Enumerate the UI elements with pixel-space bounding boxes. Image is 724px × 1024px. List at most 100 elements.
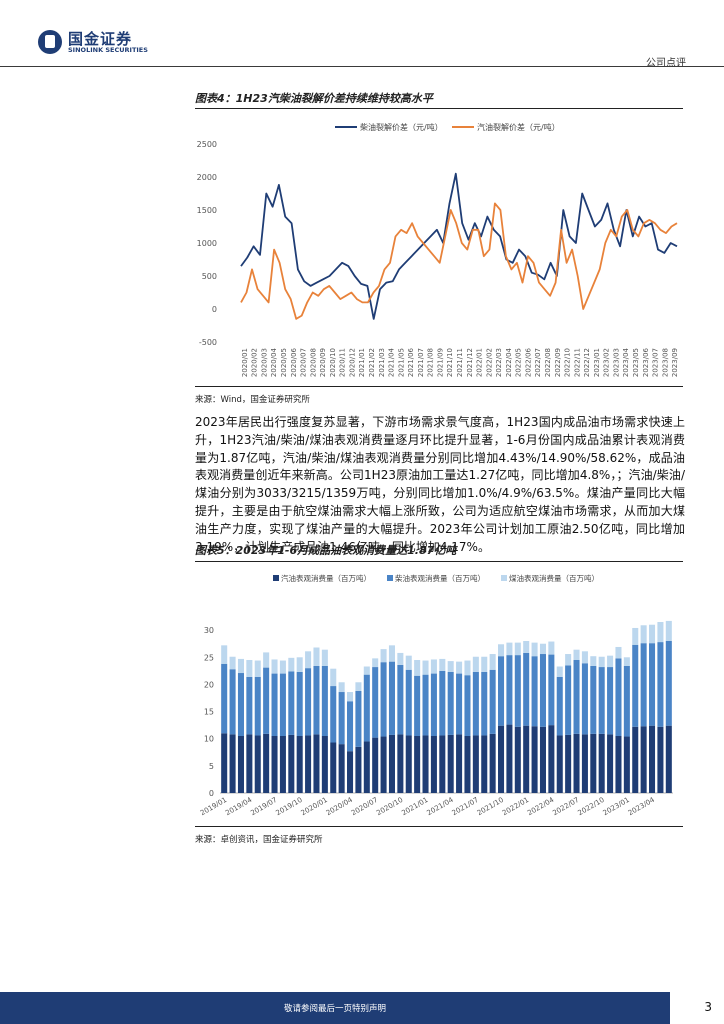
bar-segment [581, 734, 588, 793]
x-tick-label: 2019/10 [274, 796, 303, 817]
bar-segment [263, 667, 270, 734]
bar-segment [221, 663, 228, 734]
bar-segment [405, 669, 412, 736]
bar-segment [271, 673, 278, 736]
bar-segment [657, 622, 664, 643]
bar-segment [665, 620, 672, 641]
x-tick-label: 2023/04 [627, 796, 657, 818]
bar-segment [305, 668, 312, 736]
bar-segment [472, 671, 479, 736]
y-tick-label: 1000 [197, 239, 217, 248]
bar-segment [380, 649, 387, 663]
bar-segment [447, 661, 454, 672]
bar-segment [623, 657, 630, 666]
x-tick-label: 2020/03 [260, 348, 268, 377]
bar-segment [590, 733, 597, 793]
x-tick-label: 2020/02 [251, 348, 259, 377]
x-tick-label: 2022/03 [495, 348, 503, 377]
fuel-consumption-stacked-bar-chart: 汽油表观消费量（百万吨） 柴油表观消费量（百万吨） 煤油表观消费量（百万吨） 0 5 1… [199, 573, 673, 818]
bar-segment [472, 735, 479, 793]
bar-segment [531, 726, 538, 793]
page-number-box [670, 992, 724, 1024]
bar-segment [439, 670, 446, 736]
legend-swatch [387, 575, 393, 581]
x-tick-label: 2021/07 [417, 348, 425, 377]
legend-swatch [273, 575, 279, 581]
bar-segment [414, 736, 421, 793]
bar-segment [649, 643, 656, 726]
bar-segment [632, 627, 639, 645]
chart2-x-axis: 2019/012019/042019/072019/102020/012020/… [199, 796, 656, 818]
bar-segment [523, 725, 530, 793]
bar-segment [632, 644, 639, 727]
bar-segment [271, 659, 278, 674]
x-tick-label: 2020/04 [325, 796, 355, 818]
figure5-bottom-rule [195, 826, 683, 827]
x-tick-label: 2020/07 [300, 348, 308, 377]
bar-segment [338, 692, 345, 745]
bar-segment [229, 656, 236, 670]
bar-segment [372, 658, 379, 668]
x-tick-label: 2019/04 [224, 796, 254, 818]
bar-segment [657, 642, 664, 727]
chart2-y-axis: 0 5 10 15 20 25 30 [204, 626, 673, 798]
bar-segment [565, 654, 572, 666]
legend-label: 汽油裂解价差（元/吨） [477, 122, 560, 132]
bar-segment [279, 736, 286, 793]
bar-segment [464, 675, 471, 736]
figure4-bottom-rule [195, 386, 683, 387]
figure4-source: 来源：Wind，国金证券研究所 [195, 395, 310, 405]
bar-segment [573, 660, 580, 734]
legend-label: 煤油表观消费量（百万吨） [509, 573, 599, 583]
bar-segment [221, 733, 228, 793]
x-tick-label: 2023/09 [671, 348, 679, 377]
bar-segment [313, 734, 320, 793]
bar-segment [422, 674, 429, 736]
bar-segment [229, 734, 236, 793]
chart1-series [240, 172, 678, 320]
x-tick-label: 2022/11 [573, 348, 581, 377]
bar-segment [556, 735, 563, 793]
series-line [240, 202, 678, 320]
bar-segment [548, 641, 555, 655]
bar-segment [481, 671, 488, 736]
bar-segment [414, 660, 421, 676]
brand-name-cn: 国金证券 [68, 30, 133, 48]
bar-segment [590, 656, 597, 666]
x-tick-label: 2022/07 [534, 348, 542, 377]
bar-segment [271, 736, 278, 793]
bar-segment [296, 736, 303, 793]
company-logo-icon [38, 30, 62, 54]
bar-segment [623, 736, 630, 793]
x-tick-label: 2019/01 [199, 796, 228, 817]
bar-segment [363, 666, 370, 675]
bar-segment [305, 735, 312, 793]
x-tick-label: 2019/07 [249, 796, 278, 817]
x-tick-label: 2020/04 [270, 347, 278, 377]
x-tick-label: 2023/03 [612, 348, 620, 377]
bar-segment [649, 725, 656, 793]
x-tick-label: 2023/08 [661, 348, 669, 377]
x-tick-label: 2022/04 [505, 347, 513, 377]
bar-segment [397, 734, 404, 793]
brand-name-en: SINOLINK SECURITIES [68, 46, 148, 54]
chart1-x-axis: 2020/01 2020/02 2020/03 2020/04 2020/05 2020/… [241, 347, 679, 377]
bar-segment [523, 641, 530, 653]
bar-segment [237, 736, 244, 793]
x-tick-label: 2022/05 [515, 348, 523, 377]
x-tick-label: 2022/06 [524, 347, 532, 377]
y-tick-label: -500 [199, 338, 217, 347]
x-tick-label: 2021/06 [407, 347, 415, 377]
bar-segment [514, 726, 521, 793]
bar-segment [388, 661, 395, 735]
bar-segment [623, 665, 630, 737]
bar-segment [598, 733, 605, 793]
bar-segment [514, 655, 521, 727]
bar-segment [254, 676, 261, 736]
bar-segment [355, 746, 362, 793]
x-tick-label: 2020/08 [309, 348, 317, 377]
legend-label: 汽油表观消费量（百万吨） [281, 573, 371, 583]
bar-segment [263, 652, 270, 668]
bar-segment [489, 654, 496, 670]
bar-segment [313, 665, 320, 735]
